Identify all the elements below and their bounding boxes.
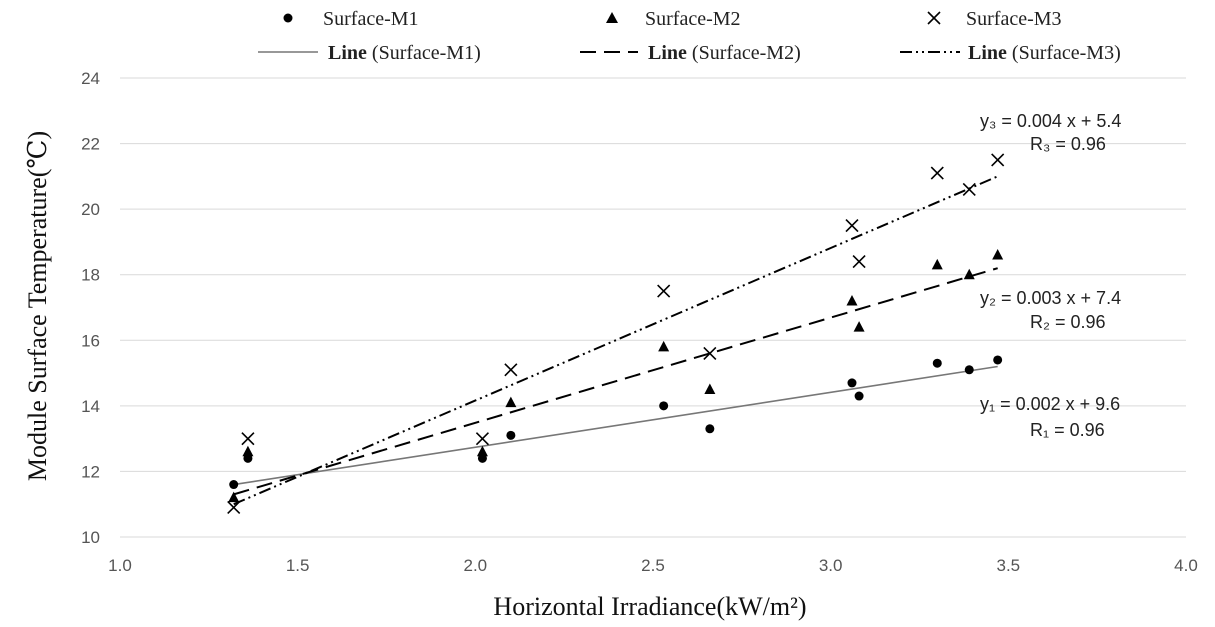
r-value-m3: R₃ = 0.96 [1030,134,1106,154]
point-m2 [963,268,975,280]
legend: Surface-M1 Surface-M2 Surface-M3 Line (S… [258,8,1121,64]
x-tick-label: 1.0 [108,556,132,575]
point-m1 [854,391,864,401]
point-m3 [475,432,490,446]
legend-label-line-m2: Line (Surface-M2) [648,42,801,64]
equation-annotations: y₃ = 0.004 x + 5.4 R₃ = 0.96 y₂ = 0.003 … [980,111,1121,440]
point-m2 [242,445,254,457]
point-m3 [991,153,1005,167]
point-m2 [658,340,670,352]
point-m3 [241,432,255,446]
gridlines [120,77,1186,538]
legend-marker-m3 [927,11,941,25]
x-tick-label: 4.0 [1174,556,1198,575]
point-m3 [845,218,859,233]
point-m2 [476,445,488,457]
point-m2 [931,258,943,270]
trendline-m1 [233,365,998,486]
point-m1 [705,424,715,434]
y-axis-title: Module Surface Temperature(℃) [23,131,52,481]
trendline-m3 [233,175,999,506]
point-m3 [852,255,866,269]
point-m2 [846,294,858,306]
point-m2 [228,491,240,503]
tick-labels: 10 12 14 16 18 20 22 24 1.0 1.5 2.0 2.5 3.0 3.5 4.0 [81,69,1198,575]
y-tick-label: 10 [81,528,100,547]
x-axis-title: Horizontal Irradiance(kW/m²) [493,592,806,621]
legend-label-line-m1: Line (Surface-M1) [328,42,481,64]
y-tick-label: 14 [81,397,100,416]
y-tick-label: 24 [81,69,100,88]
point-m1 [847,378,857,388]
point-m1 [659,401,669,411]
equation-m1: y₁ = 0.002 x + 9.6 [980,394,1120,414]
point-m3 [227,500,241,515]
point-m2 [853,321,865,332]
point-m2 [992,249,1004,260]
point-m1 [964,365,974,375]
point-m3 [930,166,944,180]
y-tick-label: 12 [81,462,100,481]
x-tick-label: 2.0 [464,556,488,575]
legend-label-m2: Surface-M2 [645,8,741,30]
point-m2 [704,383,716,394]
point-m3 [504,363,518,377]
equation-m3: y₃ = 0.004 x + 5.4 [980,111,1121,131]
legend-marker-m1 [283,13,293,23]
legend-marker-m2 [606,12,618,23]
trendline-m2 [233,267,998,496]
point-m3 [703,346,717,360]
r-value-m1: R₁ = 0.96 [1030,420,1105,440]
point-m3 [657,284,671,298]
y-tick-label: 20 [81,200,100,219]
point-m1 [993,355,1003,365]
y-tick-label: 18 [81,266,100,285]
point-m2 [505,396,517,408]
x-tick-label: 3.5 [997,556,1021,575]
point-m1 [506,430,516,440]
point-m1 [229,480,239,490]
equation-m2: y₂ = 0.003 x + 7.4 [980,288,1121,308]
data-points [227,153,1005,515]
legend-label-m3: Surface-M3 [966,8,1062,30]
r-value-m2: R₂ = 0.96 [1030,312,1106,332]
y-tick-label: 16 [81,331,100,350]
point-m3 [962,182,976,197]
x-tick-label: 1.5 [286,556,310,575]
legend-label-line-m3: Line (Surface-M3) [968,42,1121,64]
x-tick-label: 2.5 [641,556,665,575]
point-m1 [932,358,942,368]
trendlines [233,175,999,506]
legend-label-m1: Surface-M1 [323,8,419,30]
y-tick-label: 22 [81,135,100,154]
x-tick-label: 3.0 [819,556,843,575]
